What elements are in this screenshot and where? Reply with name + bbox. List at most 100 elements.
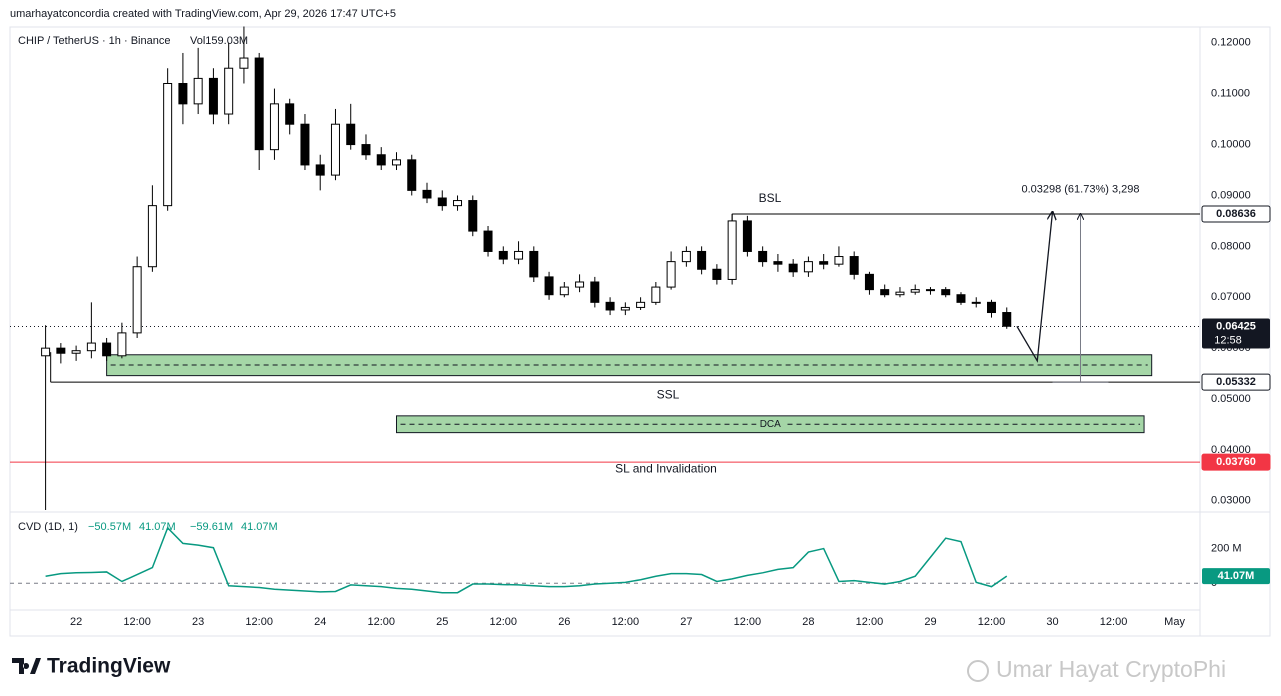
candle-body <box>269 103 279 151</box>
candle-body <box>925 289 935 292</box>
candle-body <box>300 123 310 166</box>
cvd-legend-value: 41.07M <box>241 521 278 533</box>
candle-body <box>803 261 813 273</box>
candle <box>468 195 478 237</box>
candle-body <box>147 205 157 268</box>
candle <box>361 134 371 160</box>
cvd-last-label: 41.07M <box>1218 570 1255 582</box>
candle <box>407 154 417 196</box>
cvd-legend-value: −59.61M <box>190 521 233 533</box>
candle <box>1002 307 1012 329</box>
candle <box>224 42 234 125</box>
candle-body <box>956 294 966 303</box>
x-tick-label: 27 <box>680 616 692 628</box>
candle <box>819 253 829 270</box>
x-tick-label: 12:00 <box>245 616 273 628</box>
candle <box>346 103 356 150</box>
candle <box>163 68 173 211</box>
x-tick-label: 12:00 <box>978 616 1006 628</box>
candle-body <box>788 263 798 273</box>
candle-body <box>620 306 630 311</box>
candle-body <box>1002 312 1012 327</box>
x-tick-label: 12:00 <box>490 616 518 628</box>
candle-body <box>666 261 676 288</box>
candle-body <box>422 189 432 199</box>
x-tick-label: 30 <box>1046 616 1058 628</box>
watermark: Umar Hayat CryptoPhi <box>996 656 1226 682</box>
candle-body <box>742 220 752 252</box>
candle <box>849 251 859 280</box>
zone <box>106 354 1153 377</box>
y-tick-label: 0.05000 <box>1211 393 1251 405</box>
level-name: SSL <box>657 387 680 401</box>
candle-body <box>544 276 554 296</box>
candle-body <box>834 256 844 265</box>
candle-body <box>590 281 600 303</box>
level-name: SL and Invalidation <box>615 461 717 475</box>
candle <box>102 337 112 361</box>
candle <box>697 246 707 275</box>
zone-label-bg <box>756 418 785 431</box>
candle <box>514 241 524 265</box>
candle-body <box>346 123 356 146</box>
candle <box>895 287 905 298</box>
candle-body <box>681 250 691 263</box>
level-price-label: 0.03760 <box>1216 456 1256 468</box>
candle <box>788 259 798 277</box>
candle-body <box>651 286 661 303</box>
candle-body <box>361 144 371 156</box>
candle-body <box>880 289 890 296</box>
candle-body <box>315 164 325 176</box>
candle <box>590 276 600 308</box>
candle <box>758 246 768 267</box>
candle-body <box>330 123 340 176</box>
tradingview-logo <box>12 658 41 674</box>
candle-body <box>224 67 234 115</box>
candle <box>330 108 340 181</box>
measure-label: 0.03298 (61.73%) 3,298 <box>1021 184 1139 196</box>
zone-box <box>106 354 1153 377</box>
x-tick-label: 22 <box>70 616 82 628</box>
current-price-label: 0.06425 <box>1216 320 1256 332</box>
y-tick-label: 0.07000 <box>1211 291 1251 303</box>
level-price-box <box>1201 373 1271 391</box>
candle-body <box>285 103 295 125</box>
candle <box>269 88 279 160</box>
cvd-legend-value: −50.57M <box>88 521 131 533</box>
y-tick-label: 0.09000 <box>1211 189 1251 201</box>
level-price-box <box>1201 205 1271 223</box>
x-tick-label: 12:00 <box>856 616 884 628</box>
candle-body <box>636 301 646 308</box>
candle-body <box>453 200 463 207</box>
candle-body <box>56 347 66 354</box>
candle <box>925 287 935 295</box>
candle-body <box>575 281 585 288</box>
candle <box>956 292 966 305</box>
candle-body <box>971 301 981 304</box>
y-tick-label: 0.10000 <box>1211 138 1251 150</box>
cvd-line <box>45 526 1008 594</box>
candle <box>529 246 539 282</box>
zone: DCA <box>395 415 1145 434</box>
x-tick-label: 25 <box>436 616 448 628</box>
candle-body <box>376 154 386 166</box>
candle-body <box>514 250 524 260</box>
candle <box>864 271 874 295</box>
level-price-box <box>1201 453 1271 471</box>
y-tick-label: 0.04000 <box>1211 444 1251 456</box>
candle <box>880 284 890 298</box>
candle <box>498 246 508 265</box>
candle-body <box>483 230 493 252</box>
candle <box>773 253 783 272</box>
brand: TradingView <box>47 655 171 678</box>
candle <box>208 68 218 125</box>
candle-body <box>41 347 51 357</box>
candle-body <box>208 77 218 115</box>
candle-body <box>86 342 96 352</box>
zone-label: DCA <box>760 419 781 430</box>
candle-body <box>132 266 142 334</box>
symbol-title: CHIP / TetherUS · 1h · Binance <box>18 35 170 47</box>
candle <box>239 26 249 84</box>
y-tick-label: 0.08000 <box>1211 240 1251 252</box>
x-tick-label: 28 <box>802 616 814 628</box>
